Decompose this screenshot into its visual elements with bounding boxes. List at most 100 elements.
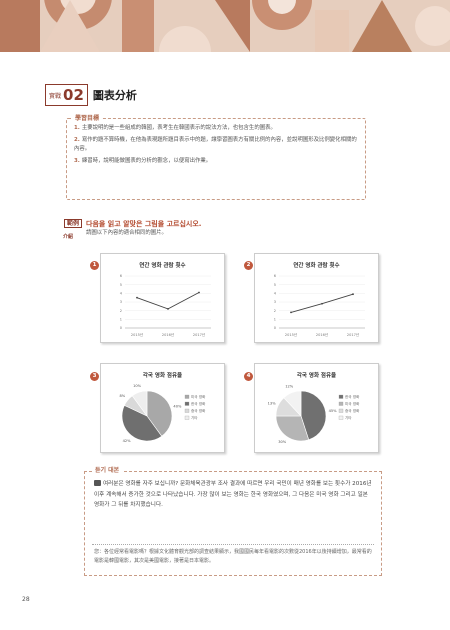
chart-4-legend-swatch — [338, 415, 344, 420]
chart-3-legend-label: 한국 영화 — [191, 401, 206, 406]
chart-4-slice-label: 13% — [268, 401, 277, 405]
chart-2-y-tick: 2 — [274, 309, 276, 313]
chart-1-x-tick: 2016년 — [162, 332, 174, 337]
listening-script-korean: 여러분은 영화를 자주 보십니까? 문화체육관광부 조사 결과에 따르면 우리 … — [94, 479, 374, 511]
question-text: 다음을 읽고 알맞은 그림을 고르십시오. 請圖以下內容的適合相同的圖片。 — [86, 219, 201, 238]
chart-3-slice-label: 42% — [123, 439, 132, 443]
chart-4-slice — [275, 415, 310, 442]
chart-3-legend-swatch — [184, 394, 190, 399]
banner-pattern — [0, 0, 450, 52]
chart-1-x-tick: 2017년 — [193, 332, 205, 337]
chart-2-point — [352, 293, 354, 296]
chart-1-series-line — [136, 292, 200, 310]
chart-2-point — [290, 311, 292, 314]
chart-3-legend-label: 중국 영화 — [191, 408, 206, 413]
learning-goals-box — [66, 118, 366, 200]
chart-1-y-tick: 0 — [120, 326, 122, 330]
chart-1-card: 연간 영화 관람 횟수 0 1 2 3 4 5 6 2015년 2016년 2017년 — [100, 253, 225, 343]
chart-3-slice — [146, 390, 173, 437]
listening-script-label: 듣기 대본 — [92, 465, 123, 474]
chart-2-y-tick: 3 — [274, 300, 276, 304]
chart-3-slice-label: 10% — [133, 384, 142, 388]
chart-2-number: 2 — [244, 261, 253, 270]
chart-2-y-tick: 1 — [274, 318, 276, 322]
chart-4-number: 4 — [244, 372, 253, 381]
question-row: 範例 다음을 읽고 알맞은 그림을 고르십시오. 請圖以下內容的適合相同的圖片。 — [64, 219, 201, 238]
goal-item: 3. 練習時，說明能做圖表的分析的觀念，以便寫出作業。 — [74, 157, 359, 167]
question-sub-label: 介紹 — [63, 234, 74, 240]
chart-4-legend-label: 기타 — [345, 415, 352, 420]
chart-3-title: 각국 영화 점유율 — [142, 373, 183, 379]
chart-4-slice — [300, 390, 327, 441]
goal-item: 1. 主要說明的是一些組成的韓國，表考生在韓國表示的說法方法，也包含生的圖表。 — [74, 124, 359, 134]
speaker-icon — [94, 480, 101, 486]
decorative-banner — [0, 0, 450, 52]
chart-3-slice-label: 40% — [173, 404, 182, 408]
chart-1-title: 연간 영화 관람 횟수 — [139, 263, 186, 269]
goal-number: 1. — [74, 125, 80, 131]
chart-4-legend-label: 미국 영화 — [345, 401, 360, 406]
chart-4-legend-label: 한국 영화 — [345, 394, 360, 399]
chart-2-card: 연간 영화 관람 횟수 0 1 2 3 4 5 6 2015년 2016년 2017년 — [254, 253, 379, 343]
chart-2-y-tick: 4 — [274, 292, 277, 296]
section-title: 圖表分析 — [92, 89, 137, 102]
section-heading: 實戰 02 圖表分析 — [45, 84, 137, 106]
chart-4-slice-label: 12% — [285, 384, 294, 388]
goal-text: 寫作的題不算時機，在他為表現題所題目表示中的題，讓學習圖表方有關比例的內容，並說… — [74, 136, 357, 153]
chart-3-number: 3 — [90, 372, 99, 381]
goal-text: 主要說明的是一些組成的韓國，表考生在韓國表示的說法方法，也包含生的圖表。 — [81, 125, 276, 131]
learning-goals-list: 1. 主要說明的是一些組成的韓國，表考生在韓國表示的說法方法，也包含生的圖表。 2… — [74, 124, 359, 168]
chart-2-point — [321, 302, 323, 305]
chart-4-slice — [283, 390, 302, 417]
listening-script-text: 여러분은 영화를 자주 보십니까? 문화체육관광부 조사 결과에 따르면 우리 … — [94, 481, 372, 508]
chart-3-legend-swatch — [184, 408, 190, 413]
question-chinese: 請圖以下內容的適合相同的圖片。 — [86, 230, 167, 236]
chart-1-y-tick: 3 — [120, 300, 122, 304]
chart-3-card: 각국 영화 점유율 40% 42% 8% 10% 미국 영화 한국 영화 중국 영화 기타 — [100, 363, 225, 453]
chart-3-legend-swatch — [184, 415, 190, 420]
question-korean: 다음을 읽고 알맞은 그림을 고르십시오. — [86, 220, 202, 228]
section-number: 02 — [63, 86, 84, 104]
chart-2-x-tick: 2015년 — [285, 332, 297, 337]
chart-4-legend-swatch — [338, 408, 344, 413]
chart-4-slice-label: 45% — [329, 409, 338, 413]
chart-4-legend-swatch — [338, 394, 344, 399]
chart-2-svg: 0 1 2 3 4 5 6 2015년 2016년 2017년 — [274, 274, 365, 337]
goal-text: 練習時，說明能做圖表的分析的觀念，以便寫出作業。 — [81, 157, 212, 164]
goal-item: 2. 寫作的題不算時機，在他為表現題所題目表示中的題，讓學習圖表方有關比例的內容，… — [74, 136, 359, 155]
chart-4-title: 각국 영화 점유율 — [296, 373, 337, 379]
learning-goals-label: 學習目標 — [72, 113, 103, 122]
chart-3-legend-swatch — [184, 401, 190, 406]
chart-3-slice — [121, 404, 163, 442]
chart-4-slice-label: 30% — [278, 440, 287, 444]
chart-3-slice-label: 8% — [119, 394, 125, 398]
chart-3-legend-label: 미국 영화 — [191, 394, 206, 399]
chart-4-legend-label: 중국 영화 — [345, 408, 360, 413]
chart-2-x-tick: 2017년 — [347, 332, 359, 337]
chart-2-x-tick: 2016년 — [316, 332, 328, 337]
chart-2-y-tick: 0 — [274, 326, 276, 330]
section-badge: 實戰 02 — [45, 84, 88, 106]
goal-number: 3. — [74, 157, 80, 164]
chart-4-legend-swatch — [338, 401, 344, 406]
chart-1-y-tick: 2 — [120, 309, 122, 313]
chart-1-y-tick: 4 — [120, 292, 123, 296]
chart-1-point — [136, 296, 138, 299]
section-badge-small: 實戰 — [49, 92, 62, 100]
chart-1-y-tick: 5 — [120, 283, 122, 287]
chart-2-y-tick: 5 — [274, 283, 276, 287]
chart-2-title: 연간 영화 관람 횟수 — [293, 263, 340, 269]
chart-3-slice — [131, 390, 148, 417]
chart-1-point — [167, 308, 169, 310]
chart-1-y-tick: 6 — [120, 274, 122, 278]
question-badge: 範例 — [64, 219, 83, 228]
listening-script-chinese: 您：各位經常看電影嗎？根據文化體育觀光部的調查結果顯示，我國國民每年看電影的次數… — [94, 549, 372, 564]
script-divider — [92, 544, 374, 545]
goal-number: 2. — [74, 136, 80, 143]
chart-2-y-tick: 6 — [274, 274, 276, 278]
chart-1-x-tick: 2015년 — [131, 332, 143, 337]
page-number: 28 — [22, 596, 30, 603]
